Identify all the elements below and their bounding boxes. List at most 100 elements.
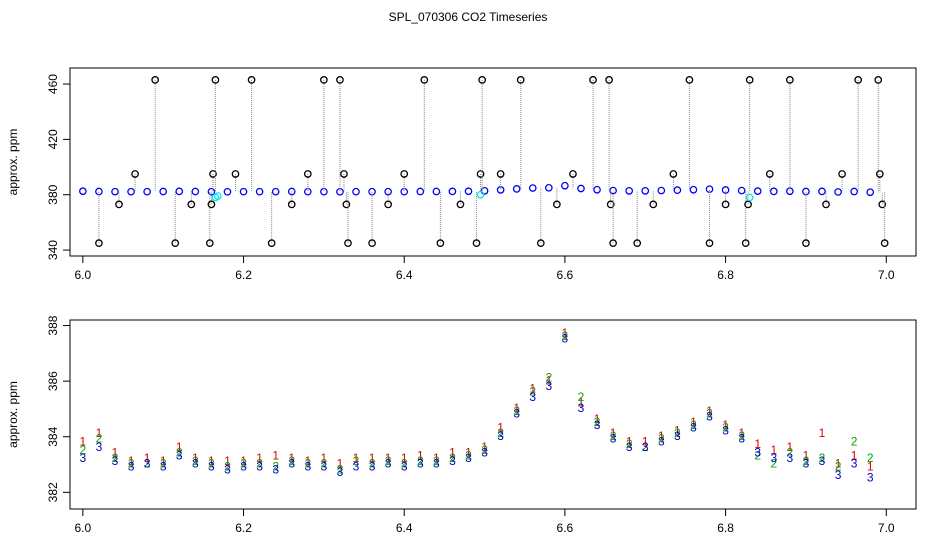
point — [320, 187, 328, 196]
point-symbol: 1 — [513, 401, 520, 415]
point — [151, 76, 160, 84]
point-symbol: 3 — [851, 457, 858, 471]
point-symbol: 1 — [642, 434, 649, 448]
point-symbol: 3 — [770, 451, 777, 465]
point — [878, 200, 887, 209]
point-symbol: 2 — [160, 457, 167, 471]
point-symbol: 2 — [867, 451, 874, 465]
point — [187, 200, 196, 209]
point — [416, 187, 425, 196]
point-symbol: 3 — [787, 451, 794, 465]
point-symbol: 3 — [481, 446, 488, 460]
point — [287, 200, 296, 209]
point-symbol: 2 — [738, 429, 745, 443]
point-symbol: 1 — [674, 423, 681, 437]
point — [593, 185, 601, 194]
point-symbol: 3 — [96, 440, 103, 454]
point-symbol: 3 — [465, 451, 472, 465]
point-symbol: 3 — [819, 454, 826, 468]
point-symbol: 1 — [722, 418, 729, 432]
point-symbol: 3 — [353, 459, 360, 473]
y-tick-label: 460 — [46, 74, 60, 94]
point-symbol: 2 — [626, 437, 633, 451]
point — [287, 187, 296, 196]
point-symbol: 2 — [433, 454, 440, 468]
point-symbol: 1 — [128, 454, 135, 468]
point-symbol: 2 — [674, 426, 681, 440]
x-tick-label: 6.0 — [75, 268, 92, 282]
point-symbol: 1 — [96, 426, 103, 440]
point-symbol: 1 — [240, 454, 247, 468]
point — [569, 170, 577, 178]
point-symbol: 2 — [787, 446, 794, 460]
point — [448, 187, 457, 196]
point — [111, 187, 119, 196]
point-symbol: 3 — [754, 446, 761, 460]
point — [267, 239, 276, 247]
point-symbol: 2 — [642, 440, 649, 454]
point-symbol: 1 — [770, 443, 777, 457]
point — [874, 76, 883, 84]
point-symbol: 1 — [385, 451, 392, 465]
point — [880, 239, 889, 247]
point-symbol: 3 — [674, 429, 681, 443]
point-symbol: 1 — [449, 446, 456, 460]
point — [854, 76, 863, 84]
point-symbol: 1 — [272, 448, 279, 462]
point — [352, 187, 360, 196]
point-symbol: 1 — [658, 429, 665, 443]
point — [223, 187, 232, 196]
point-symbol: 2 — [562, 329, 569, 343]
point-symbol: 2 — [337, 462, 344, 476]
y-axis-label: approx. ppm — [6, 381, 20, 448]
point-symbol: 1 — [112, 446, 119, 460]
point-symbol: 2 — [401, 457, 408, 471]
x-tick-label: 6.8 — [717, 268, 734, 282]
point — [673, 186, 682, 195]
point — [478, 76, 487, 84]
point-symbol: 3 — [208, 459, 215, 473]
point-symbol: 2 — [272, 459, 279, 473]
point — [786, 76, 794, 84]
point — [207, 200, 216, 209]
point-symbol: 2 — [465, 448, 472, 462]
point-symbol: 1 — [208, 454, 215, 468]
point — [721, 200, 730, 209]
point-symbol: 1 — [787, 440, 794, 454]
point-symbol: 2 — [112, 451, 119, 465]
point — [175, 187, 184, 196]
point-symbol: 1 — [160, 454, 167, 468]
point — [822, 200, 830, 209]
point-symbol: 2 — [835, 459, 842, 473]
point-symbol: 1 — [304, 454, 311, 468]
point-symbol: 3 — [288, 457, 295, 471]
point-symbol: 2 — [80, 443, 87, 457]
point — [340, 170, 348, 178]
point — [171, 239, 180, 247]
point — [875, 170, 884, 178]
point — [207, 187, 216, 196]
plot-frame — [69, 67, 917, 257]
point — [476, 170, 485, 178]
point-symbol: 2 — [224, 459, 231, 473]
point-symbol: 3 — [176, 448, 183, 462]
point — [561, 181, 569, 190]
point — [850, 187, 858, 196]
point-symbol: 1 — [288, 451, 295, 465]
point-symbol: 2 — [208, 457, 215, 471]
point-symbol: 2 — [578, 390, 585, 404]
point-symbol: 1 — [690, 415, 697, 429]
point-symbol: 1 — [80, 434, 87, 448]
point-symbol: 3 — [562, 332, 569, 346]
point — [320, 76, 328, 84]
point — [516, 76, 525, 84]
point-symbol: 2 — [545, 371, 552, 385]
point-symbol: 1 — [529, 382, 536, 396]
point-symbol: 2 — [610, 429, 617, 443]
x-tick-label: 6.4 — [396, 268, 413, 282]
point-symbol: 2 — [658, 432, 665, 446]
point — [745, 193, 754, 202]
point-symbol: 3 — [803, 457, 810, 471]
point-symbol: 3 — [337, 465, 344, 479]
point-symbol: 3 — [835, 468, 842, 482]
